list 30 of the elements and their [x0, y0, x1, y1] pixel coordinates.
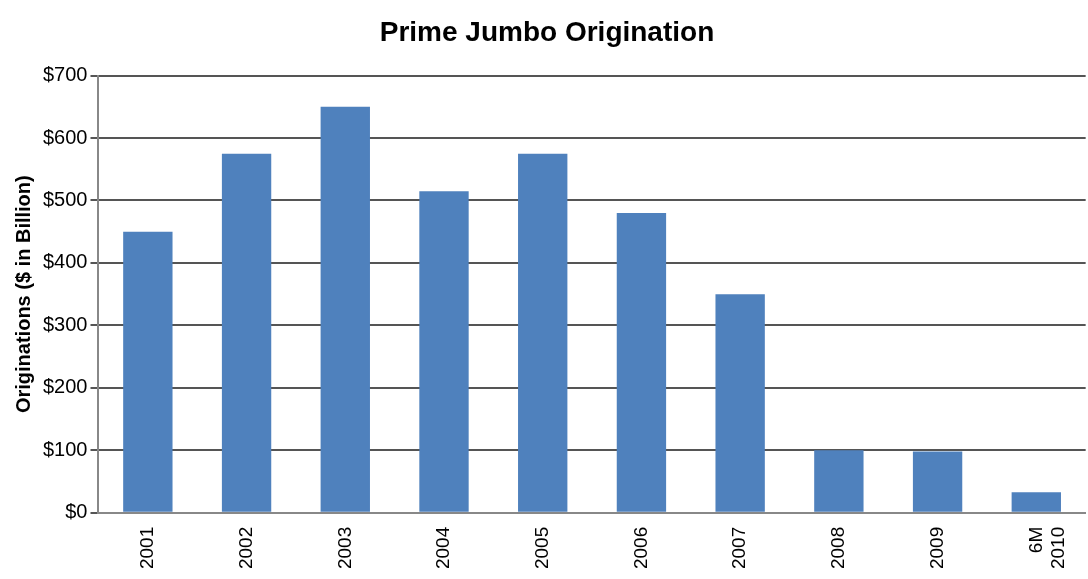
y-axis-title: Originations ($ in Billion) [11, 175, 34, 414]
y-tick-label: $400 [42, 250, 88, 273]
x-tick-label: 2007 [728, 526, 750, 570]
x-tick-label: 2004 [432, 526, 454, 570]
x-tick-label: 2008 [827, 526, 849, 570]
chart-title: Prime Jumbo Origination [379, 15, 715, 47]
bar [518, 153, 568, 512]
bar [912, 451, 963, 512]
bar [419, 191, 469, 512]
bar [616, 212, 667, 512]
x-tick-label: 2003 [333, 526, 355, 570]
bar [320, 106, 370, 512]
x-tick-label: 6M 2010 [1024, 526, 1069, 570]
bar [1011, 492, 1061, 512]
y-tick-label: $100 [42, 437, 88, 460]
bar [715, 294, 765, 512]
y-tick-label: $500 [42, 188, 88, 211]
y-tick-label: $700 [42, 63, 88, 86]
y-tick-label: $600 [42, 125, 88, 148]
y-tick-label: $200 [42, 375, 88, 398]
bar [123, 231, 173, 512]
x-tick-label: 2006 [629, 526, 651, 570]
y-tick-label: $300 [42, 312, 88, 335]
bar [221, 153, 272, 512]
x-tick-label: 2002 [234, 526, 256, 570]
x-tick-label: 2005 [530, 526, 552, 570]
bar [814, 450, 864, 512]
y-tick-label: $0 [65, 500, 88, 523]
x-tick-label: 2009 [925, 526, 947, 570]
x-tick-label: 2001 [136, 526, 158, 570]
